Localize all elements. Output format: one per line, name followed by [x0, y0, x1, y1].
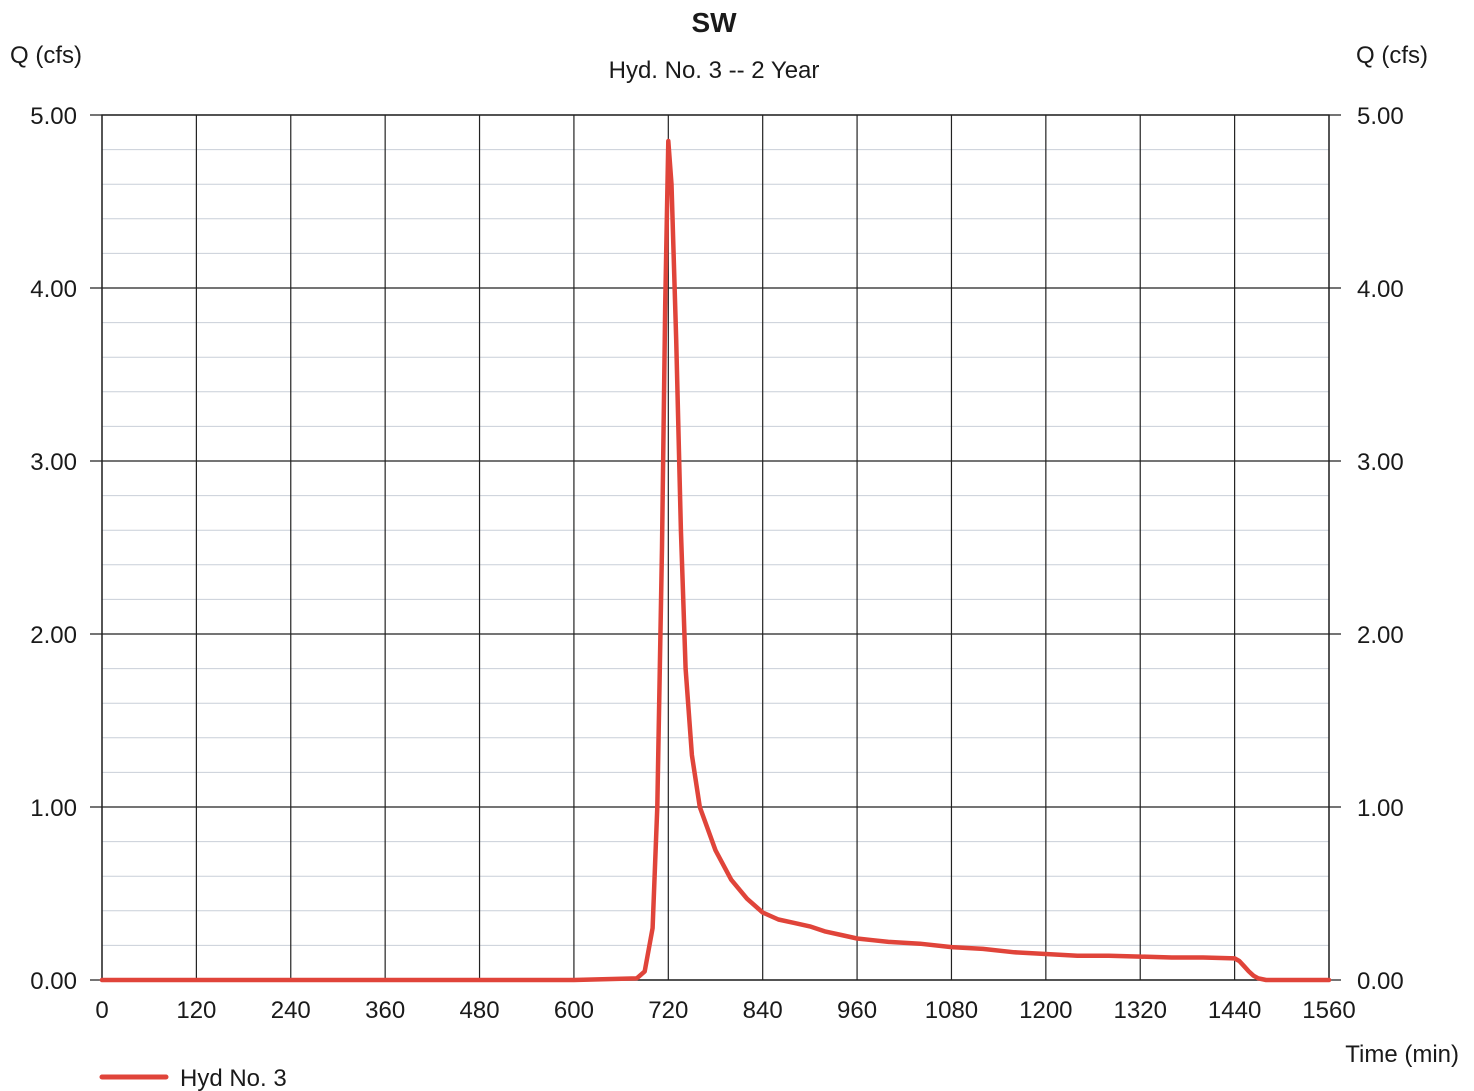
- minor-grid: [102, 149, 1329, 946]
- x-tick-label: 1320: [1114, 997, 1167, 1024]
- y-tick-labels-right: 0.00 1.00 2.00 3.00 4.00 5.00: [1357, 103, 1404, 995]
- y-axis-label-right: Q (cfs): [1356, 42, 1428, 69]
- x-tick-label: 240: [271, 997, 311, 1024]
- y-tick-label-left: 1.00: [30, 795, 77, 822]
- x-tick-label: 720: [648, 997, 688, 1024]
- legend: Hyd No. 3: [99, 1065, 287, 1091]
- x-tick-label: 840: [743, 997, 783, 1024]
- x-tick-label: 120: [176, 997, 216, 1024]
- x-tick-label: 0: [95, 997, 108, 1024]
- major-grid: [90, 114, 1341, 981]
- y-tick-label-right: 2.00: [1357, 622, 1404, 649]
- x-tick-label: 1560: [1302, 997, 1355, 1024]
- x-tick-label: 360: [365, 997, 405, 1024]
- y-tick-label-left: 3.00: [30, 449, 77, 476]
- series-line: [99, 138, 1332, 983]
- y-tick-labels-left: 0.00 1.00 2.00 3.00 4.00 5.00: [30, 103, 77, 995]
- y-tick-label-right: 0.00: [1357, 968, 1404, 995]
- x-tick-labels: 0 120 240 360 480 600 720 840 960 1080 1200 1320 144…: [95, 997, 1355, 1024]
- y-tick-label-right: 4.00: [1357, 276, 1404, 303]
- series-layer: [99, 138, 1332, 983]
- legend-label: Hyd No. 3: [180, 1065, 287, 1091]
- x-tick-label: 1200: [1019, 997, 1072, 1024]
- y-tick-label-left: 5.00: [30, 103, 77, 130]
- y-tick-label-right: 1.00: [1357, 795, 1404, 822]
- x-tick-label: 480: [460, 997, 500, 1024]
- chart-title: SW: [691, 7, 737, 38]
- y-tick-label-left: 4.00: [30, 276, 77, 303]
- x-axis-label: Time (min): [1345, 1041, 1459, 1068]
- y-tick-label-right: 5.00: [1357, 103, 1404, 130]
- y-axis-label-left: Q (cfs): [10, 42, 82, 69]
- y-tick-label-left: 0.00: [30, 968, 77, 995]
- x-tick-label: 960: [837, 997, 877, 1024]
- chart-subtitle: Hyd. No. 3 -- 2 Year: [609, 57, 820, 84]
- plot-frame: [101, 114, 1330, 981]
- y-tick-label-left: 2.00: [30, 622, 77, 649]
- x-tick-label: 600: [554, 997, 594, 1024]
- y-tick-label-right: 3.00: [1357, 449, 1404, 476]
- x-tick-label: 1080: [925, 997, 978, 1024]
- x-tick-label: 1440: [1208, 997, 1261, 1024]
